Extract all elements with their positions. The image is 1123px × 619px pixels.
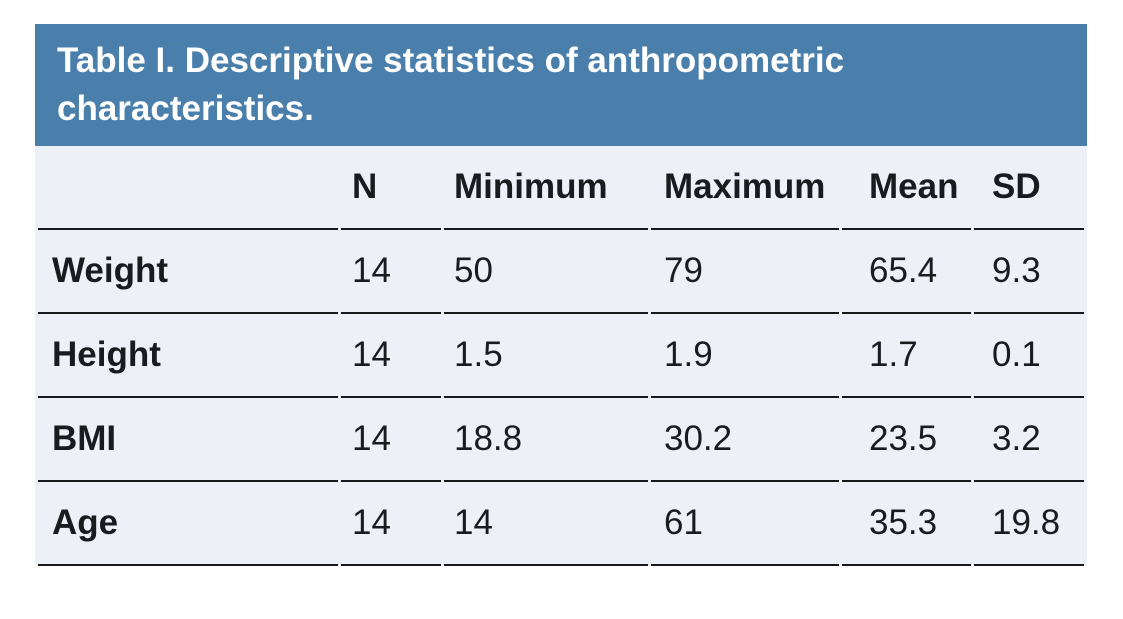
- cell: 14: [444, 482, 648, 566]
- cell: 61: [651, 482, 839, 566]
- cell: 65.4: [842, 230, 971, 314]
- row-label: Age: [38, 482, 338, 566]
- column-header-n: N: [341, 146, 441, 230]
- table-row: Height 14 1.5 1.9 1.7 0.1: [38, 314, 1084, 398]
- row-label: Height: [38, 314, 338, 398]
- statistics-table: N Minimum Maximum Mean SD Weight 14 50 79 65…: [35, 146, 1087, 566]
- cell: 30.2: [651, 398, 839, 482]
- cell: 1.5: [444, 314, 648, 398]
- cell: 14: [341, 482, 441, 566]
- cell: 18.8: [444, 398, 648, 482]
- statistics-table-figure: Table I. Descriptive statistics of anthr…: [35, 24, 1087, 566]
- header-row: N Minimum Maximum Mean SD: [38, 146, 1084, 230]
- row-label: Weight: [38, 230, 338, 314]
- cell: 14: [341, 398, 441, 482]
- table-row: Age 14 14 61 35.3 19.8: [38, 482, 1084, 566]
- column-header-mean: Mean: [842, 146, 971, 230]
- cell: 35.3: [842, 482, 971, 566]
- cell: 9.3: [974, 230, 1084, 314]
- table-body: Weight 14 50 79 65.4 9.3 Height 14 1.5 1.9 1.7 0.1 B…: [38, 230, 1084, 566]
- cell: 0.1: [974, 314, 1084, 398]
- column-header-minimum: Minimum: [444, 146, 648, 230]
- row-label: BMI: [38, 398, 338, 482]
- cell: 50: [444, 230, 648, 314]
- cell: 14: [341, 230, 441, 314]
- cell: 1.7: [842, 314, 971, 398]
- table-row: Weight 14 50 79 65.4 9.3: [38, 230, 1084, 314]
- cell: 14: [341, 314, 441, 398]
- column-header-maximum: Maximum: [651, 146, 839, 230]
- cell: 23.5: [842, 398, 971, 482]
- table-row: BMI 14 18.8 30.2 23.5 3.2: [38, 398, 1084, 482]
- corner-cell: [38, 146, 338, 230]
- cell: 3.2: [974, 398, 1084, 482]
- column-header-sd: SD: [974, 146, 1084, 230]
- cell: 1.9: [651, 314, 839, 398]
- cell: 19.8: [974, 482, 1084, 566]
- table-title: Table I. Descriptive statistics of anthr…: [35, 24, 1087, 146]
- cell: 79: [651, 230, 839, 314]
